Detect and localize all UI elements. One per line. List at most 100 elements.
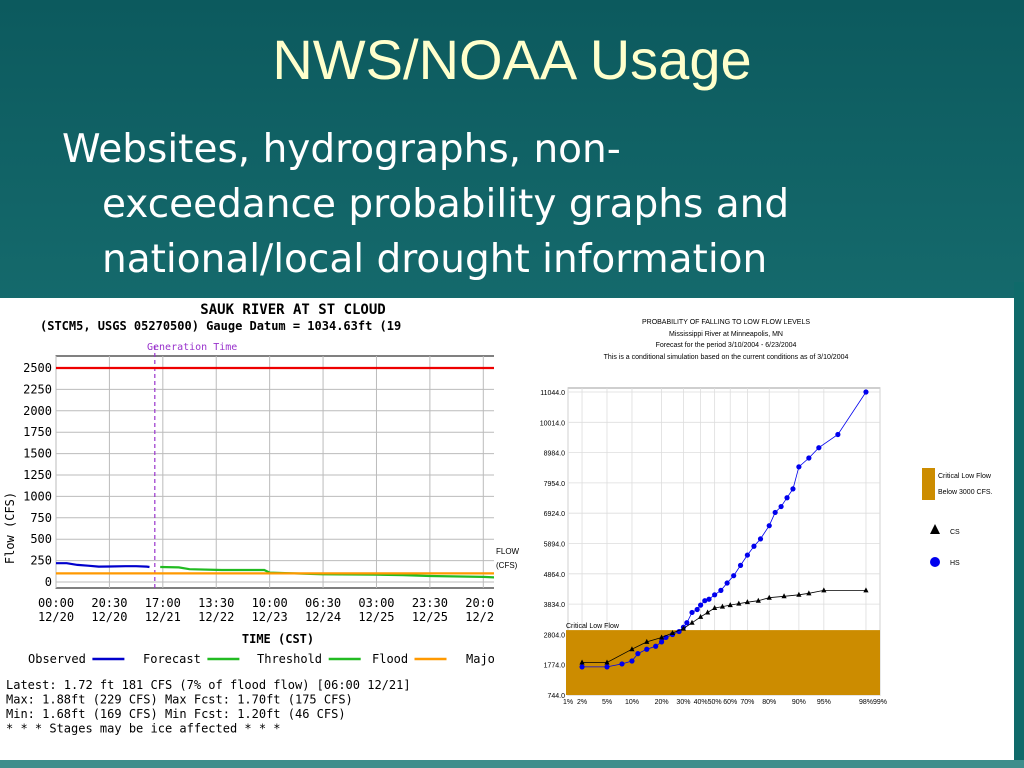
- p-ytick-label: 5894.0: [544, 542, 566, 549]
- h-legend-label: Flood: [372, 652, 408, 666]
- p-series-line-cs: [582, 589, 866, 663]
- hydrograph-x-ticks: 00:0012/2020:3012/2017:0012/2113:3012/22…: [38, 596, 501, 624]
- p-point-cs: [727, 602, 733, 608]
- p-point-hs: [684, 620, 690, 626]
- probability-x-ticks: 1% 2% 5% 10% 20% 30% 40% 50% 60% 70% 80% 90% 95% 98% 9…: [563, 699, 887, 706]
- p-point-hs: [706, 596, 712, 602]
- p-xtick-label: 98%: [859, 699, 873, 706]
- p-point-hs: [644, 646, 650, 652]
- h-legend-label: Forecast: [143, 652, 201, 666]
- p-point-hs: [778, 503, 784, 510]
- h-ytick-label: 2000: [23, 404, 52, 418]
- p-ytick-label: 1774.0: [544, 663, 566, 670]
- p-point-cs: [604, 659, 610, 665]
- p-point-cs: [736, 600, 742, 606]
- p-ytick-label: 3834.0: [544, 602, 566, 609]
- probability-chart-image: PROBABILITY OF FALLING TO LOW FLOW LEVEL…: [494, 298, 1014, 760]
- p-point-hs: [724, 580, 730, 586]
- h-ytick-label: 250: [30, 554, 52, 568]
- p-ytick-label: 6924.0: [544, 511, 566, 518]
- bullet-text: Websites, hydrographs, non- exceedance p…: [62, 122, 962, 287]
- p-xtick-label: 40%: [694, 699, 708, 706]
- h-series-observed: [56, 562, 150, 569]
- p-point-cs: [806, 590, 812, 596]
- p-point-cs: [705, 609, 711, 615]
- h-xtick-time: 10:00: [252, 596, 288, 610]
- h-ytick-label: 2500: [23, 361, 52, 375]
- p-ytick-label: 8984.0: [544, 451, 566, 458]
- p-point-cs: [781, 593, 787, 599]
- h-legend-label: Observed: [28, 652, 86, 666]
- p-legend-critical-line1: Critical Low Flow: [938, 473, 992, 480]
- h-ytick-label: 1500: [23, 447, 52, 461]
- p-xtick-label: 60%: [723, 699, 737, 706]
- h-ytick-label: 0: [45, 575, 52, 589]
- p-title-line: Mississippi River at Minneapolis, MN: [669, 331, 783, 338]
- h-ytick-label: 1750: [23, 425, 52, 439]
- slide-title: NWS/NOAA Usage: [272, 28, 752, 91]
- h-info-line: Min: 1.68ft (169 CFS) Min Fcst: 1.20ft (…: [6, 707, 346, 721]
- p-legend-cs-label: CS: [950, 529, 960, 536]
- p-point-cs: [689, 619, 695, 625]
- p-point-hs: [744, 552, 750, 558]
- probability-svg: PROBABILITY OF FALLING TO LOW FLOW LEVEL…: [496, 319, 993, 706]
- probability-legend: Critical Low Flow Below 3000 CFS. CS HS: [922, 468, 993, 567]
- h-info-line: Max: 1.88ft (229 CFS) Max Fcst: 1.70ft (…: [6, 693, 353, 707]
- p-title-line: PROBABILITY OF FALLING TO LOW FLOW LEVEL…: [642, 319, 810, 326]
- p-point-hs: [731, 573, 737, 579]
- p-point-hs: [784, 495, 790, 501]
- p-point-hs: [766, 523, 772, 529]
- h-xtick-time: 00:00: [38, 596, 74, 610]
- hydrograph-subtitle: (STCM5, USGS 05270500) Gauge Datum = 103…: [40, 319, 401, 333]
- hydrograph-image: SAUK RIVER AT ST CLOUD (STCM5, USGS 0527…: [0, 298, 505, 760]
- h-ytick-label: 750: [30, 511, 52, 525]
- p-point-cs: [712, 605, 718, 611]
- p-xtick-label: 80%: [762, 699, 776, 706]
- hydrograph-grid: [55, 346, 505, 589]
- p-point-cs: [579, 659, 585, 665]
- p-xtick-label: 50%: [708, 699, 722, 706]
- p-legend-cs-swatch: [930, 524, 940, 534]
- probability-title: PROBABILITY OF FALLING TO LOW FLOW LEVEL…: [604, 319, 849, 361]
- p-point-hs: [863, 389, 869, 395]
- h-xtick-date: 12/25: [412, 610, 448, 624]
- h-xtick-date: 12/20: [38, 610, 74, 624]
- p-point-hs: [629, 658, 635, 664]
- p-xtick-label: 20%: [655, 699, 669, 706]
- p-point-hs: [772, 509, 778, 516]
- p-legend-hs-swatch: [930, 557, 940, 567]
- p-ytick-label: 2804.0: [544, 632, 566, 639]
- p-legend-critical-swatch: [922, 468, 935, 500]
- p-point-hs: [579, 664, 585, 670]
- p-point-hs: [698, 602, 704, 608]
- p-point-cs: [629, 646, 635, 652]
- p-point-cs: [863, 587, 869, 593]
- p-xtick-label: 95%: [817, 699, 831, 706]
- p-point-cs: [719, 603, 726, 609]
- p-xtick-label: 10%: [625, 699, 639, 706]
- p-point-hs: [790, 486, 796, 492]
- p-point-hs: [712, 592, 718, 598]
- h-info-line: * * * Stages may be ice affected * * *: [6, 722, 281, 736]
- p-ytick-label: 11044.0: [540, 390, 565, 397]
- p-point-hs: [702, 598, 708, 604]
- p-point-cs: [766, 594, 772, 600]
- p-point-hs: [751, 543, 757, 549]
- p-title-line: This is a conditional simulation based o…: [604, 354, 849, 361]
- bullet-line-2: exceedance probability graphs and: [102, 182, 790, 227]
- hydrograph-svg: SAUK RIVER AT ST CLOUD (STCM5, USGS 0527…: [3, 302, 505, 736]
- critical-low-flow-fill: [566, 630, 880, 695]
- p-point-hs: [689, 609, 695, 616]
- p-point-cs: [821, 587, 827, 593]
- hydrograph-title: SAUK RIVER AT ST CLOUD: [200, 302, 385, 318]
- h-xtick-time: 20:00: [465, 596, 501, 610]
- h-info-line: Latest: 1.72 ft 181 CFS (7% of flood flo…: [6, 678, 411, 692]
- generation-time-label: Generation Time: [147, 342, 237, 353]
- p-point-hs: [796, 464, 802, 470]
- hydrograph-y-label: Flow (CFS): [3, 492, 17, 564]
- p-point-hs: [737, 562, 744, 568]
- h-xtick-time: 03:00: [358, 596, 394, 610]
- p-point-hs: [757, 536, 764, 542]
- p-ytick-label: 10014.0: [540, 420, 565, 427]
- p-xtick-label: 30%: [676, 699, 690, 706]
